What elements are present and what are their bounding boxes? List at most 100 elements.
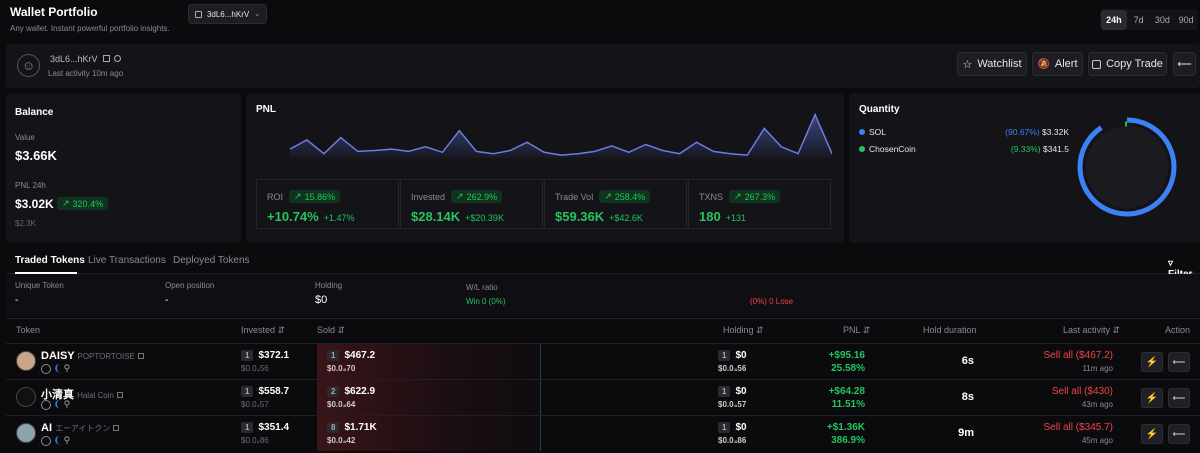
sold-info: 2 $622.9 $0.0₄64 <box>327 386 375 409</box>
pnl-card: PNL <box>246 93 844 243</box>
pill-icon[interactable]: ❨ <box>53 435 62 445</box>
copy-icon[interactable] <box>117 392 124 398</box>
last-activity-time: 45m ago <box>1081 436 1113 445</box>
header-sold[interactable]: Sold ⇵ <box>317 325 346 335</box>
wallet-icon <box>194 10 202 18</box>
sold-info: 8 $1.71K $0.0₄42 <box>327 422 377 445</box>
copy-icon[interactable] <box>113 425 120 431</box>
share-button[interactable]: ⟵ <box>1173 52 1196 76</box>
search-icon[interactable]: ⚲ <box>63 399 71 409</box>
header-invested[interactable]: Invested ⇵ <box>241 325 286 335</box>
link-icon[interactable] <box>113 55 121 62</box>
wallet-select[interactable]: 3dL6...hKrV ⌄ <box>188 4 267 24</box>
table-row[interactable]: AI エーアイトクン ❨ ⚲ 1 $351.4 $0.0₄86 8 $1.71K $0.0₄… <box>6 415 1200 451</box>
page-title: Wallet Portfolio <box>10 5 98 19</box>
sold-value: $1.71K <box>344 422 377 433</box>
globe-icon[interactable] <box>41 363 51 374</box>
sort-icon: ⇵ <box>862 325 871 335</box>
stat-txns: TXNS ↗ 267.3% 180 +131 <box>688 179 831 229</box>
timeframe-7d[interactable]: 7d <box>1133 14 1144 25</box>
token-avatar <box>16 423 36 443</box>
quick-buy-button[interactable]: ⚡ <box>1141 352 1163 372</box>
globe-icon[interactable] <box>41 399 51 410</box>
donut-slice-chosencoin <box>1081 121 1173 213</box>
stat-invested: Invested ↗ 262.9% $28.14K +$20.39K <box>400 179 543 229</box>
smiley-icon: ☺ <box>21 58 36 73</box>
header-last-activity[interactable]: Last activity ⇵ <box>1063 325 1121 335</box>
pnl-line <box>290 112 832 156</box>
sold-count: 8 <box>327 422 340 433</box>
tab-traded-tokens[interactable]: Traded Tokens <box>15 255 85 266</box>
pill-icon[interactable]: ❨ <box>53 399 62 409</box>
stat-label: TXNS <box>699 191 724 202</box>
timeframe-90d[interactable]: 90d <box>1178 14 1194 25</box>
header-pnl[interactable]: PNL ⇵ <box>843 325 871 335</box>
header-holding[interactable]: Holding ⇵ <box>723 325 764 335</box>
sol-pct: (90.67%) <box>1005 127 1040 137</box>
token-subname: エーアイトクン <box>55 424 111 433</box>
quick-buy-button[interactable]: ⚡ <box>1141 424 1163 444</box>
pnl-chart <box>290 112 832 158</box>
quick-buy-button[interactable]: ⚡ <box>1141 388 1163 408</box>
share-button[interactable]: ⟵ <box>1168 424 1190 444</box>
holding-cell: 1 $0 $0.0₄57 <box>718 386 747 409</box>
avatar: ☺ <box>17 54 40 77</box>
last-activity-cell: Sell all ($467.2) 11m ago <box>996 350 1113 373</box>
globe-icon[interactable] <box>41 435 51 446</box>
stat-pct: ↗ 258.4% <box>599 190 651 203</box>
search-icon[interactable]: ⚲ <box>63 363 71 373</box>
share-button[interactable]: ⟵ <box>1168 388 1190 408</box>
tab-live-transactions[interactable]: Live Transactions <box>88 255 166 266</box>
lose-text: (0%) 0 Lose <box>750 297 794 306</box>
stat-label: ROI <box>267 191 284 202</box>
chevron-down-icon: ⌄ <box>254 11 261 18</box>
invested-cell: 1 $372.1 $0.0₄56 <box>241 350 289 373</box>
last-activity-action[interactable]: Sell all ($467.2) <box>1043 350 1113 361</box>
copy-icon[interactable] <box>137 353 144 359</box>
sort-icon: ⇵ <box>337 325 346 335</box>
share-icon: ⟵ <box>1172 392 1186 403</box>
pnl-24h-value: $3.02K <box>15 197 54 211</box>
pnl-cell: +$1.36K 386.9% <box>776 422 865 446</box>
stat-pct: ↗ 262.9% <box>451 190 503 203</box>
table-row[interactable]: DAISY POPTORTOISE ❨ ⚲ 1 $372.1 $0.0₄56 1 $467… <box>6 343 1200 379</box>
holding-sub: $0.0₄86 <box>718 436 747 445</box>
watchlist-button[interactable]: ☆ Watchlist <box>957 52 1027 76</box>
balance-value-label: Value <box>15 133 35 142</box>
invested-count: 1 <box>241 422 254 433</box>
sort-icon: ⇵ <box>1112 325 1121 335</box>
holding-count: 1 <box>718 422 731 433</box>
token-name[interactable]: DAISY POPTORTOISE <box>41 350 144 362</box>
timeframe-30d[interactable]: 30d <box>1154 14 1170 25</box>
copy-icon[interactable] <box>103 55 111 62</box>
quantity-title: Quantity <box>859 104 900 115</box>
holding-count: 1 <box>718 386 731 397</box>
holding-sub: $0.0₄57 <box>718 400 747 409</box>
pnl-area <box>290 114 832 158</box>
arrow-up-right-icon: ↗ <box>604 191 612 201</box>
alert-button[interactable]: 🔕 Alert <box>1032 52 1083 76</box>
invested-value: $372.1 <box>258 350 290 361</box>
wallet-select-label: 3dL6...hKrV <box>206 9 250 19</box>
stat-pct: ↗ 15.86% <box>289 190 341 203</box>
last-activity-action[interactable]: Sell all ($430) <box>1051 386 1113 397</box>
tab-deployed-tokens[interactable]: Deployed Tokens <box>173 255 250 266</box>
token-name[interactable]: AI エーアイトクン <box>41 422 120 434</box>
search-icon[interactable]: ⚲ <box>63 435 71 445</box>
last-activity-cell: Sell all ($430) 43m ago <box>996 386 1113 409</box>
hold-duration: 6s <box>961 355 974 367</box>
balance-title: Balance <box>15 107 54 118</box>
token-name[interactable]: 小清真 Halal Coin <box>41 386 124 402</box>
share-button[interactable]: ⟵ <box>1168 352 1190 372</box>
sort-icon: ⇵ <box>756 325 764 335</box>
chosencoin-pct: (9.33%) <box>1010 144 1041 154</box>
timeframe-24h[interactable]: 24h <box>1101 9 1127 30</box>
pill-icon[interactable]: ❨ <box>53 363 62 373</box>
arrow-up-right-icon: ↗ <box>734 191 742 201</box>
copy-trade-button[interactable]: Copy Trade <box>1088 52 1167 76</box>
tab-bar <box>6 250 1200 274</box>
holding-label: Holding <box>315 281 343 290</box>
stat-delta: +131 <box>725 213 746 223</box>
last-activity-action[interactable]: Sell all ($345.7) <box>1043 422 1113 433</box>
table-row[interactable]: 小清真 Halal Coin ❨ ⚲ 1 $558.7 $0.0₄57 2 $622.9 $… <box>6 379 1200 415</box>
